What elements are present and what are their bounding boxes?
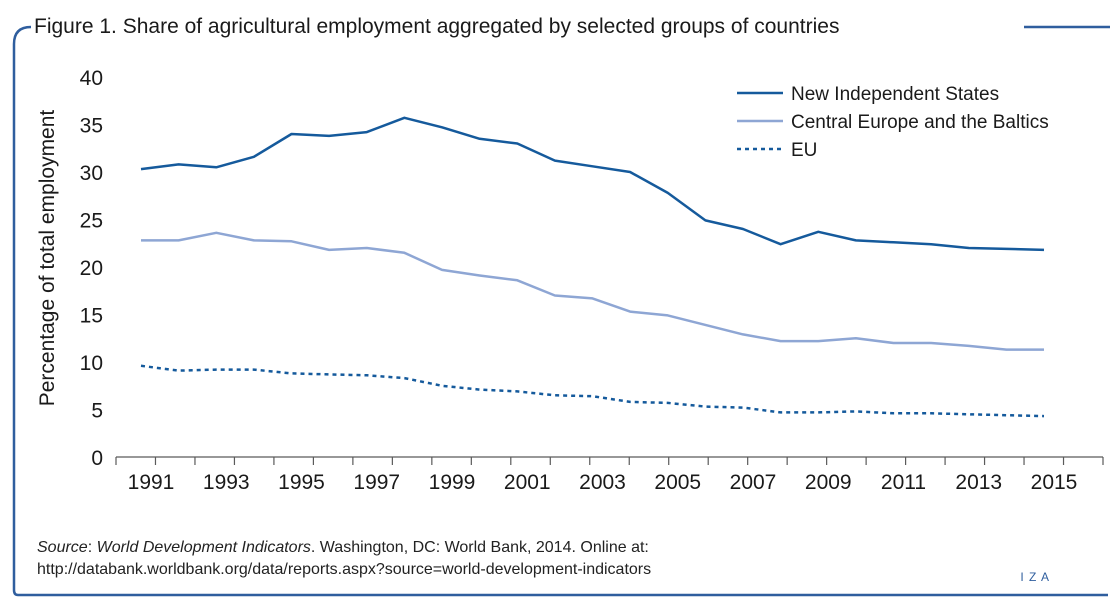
x-tick-label: 2001 <box>504 471 551 494</box>
x-axis: 1991 1993 1995 1997 1999 2001 2003 2005 2007 2009… <box>115 456 1104 494</box>
source-rest: . Washington, DC: World Bank, 2014. Onli… <box>310 539 649 556</box>
y-tick-label: 0 <box>91 447 103 470</box>
x-tick-label: 2003 <box>579 471 626 494</box>
x-tick-label: 1993 <box>203 471 250 494</box>
x-tick-label: 1991 <box>128 471 175 494</box>
x-tick-label: 2013 <box>955 471 1002 494</box>
series-line-3 <box>140 364 1045 418</box>
y-tick-label: 20 <box>80 257 103 280</box>
y-axis-ticks: 0 5 10 15 20 25 30 35 40 <box>80 67 103 470</box>
x-tick-label: 2015 <box>1031 471 1078 494</box>
x-tick-label: 1995 <box>278 471 325 494</box>
series-line-1 <box>140 116 1045 252</box>
source-note: Source: World Development Indicators. Wa… <box>37 537 651 581</box>
y-tick-label: 25 <box>80 210 103 233</box>
y-tick-label: 35 <box>80 115 103 138</box>
y-tick-label: 10 <box>80 352 103 375</box>
y-tick-label: 40 <box>80 67 103 90</box>
x-tick-label: 2005 <box>654 471 701 494</box>
series-line-2 <box>141 231 1044 351</box>
y-tick-label: 5 <box>91 400 103 423</box>
x-tick-label: 1999 <box>429 471 476 494</box>
legend-label: EU <box>791 140 817 161</box>
legend-label: New Independent States <box>791 84 999 105</box>
figure-frame <box>12 25 1110 597</box>
legend-label: Central Europe and the Baltics <box>791 112 1049 133</box>
source-url[interactable]: http://databank.worldbank.org/data/repor… <box>37 561 652 578</box>
legend: New Independent States Central Europe and… <box>737 84 1049 161</box>
iza-logo: I Z A <box>1020 570 1050 584</box>
y-axis-label: Percentage of total employment <box>36 110 59 407</box>
x-tick-label: 2009 <box>805 471 852 494</box>
series-lines <box>140 116 1045 418</box>
y-tick-label: 30 <box>80 162 103 185</box>
y-tick-label: 15 <box>80 305 103 328</box>
source-label: Source <box>37 539 88 556</box>
source-title: World Development Indicators <box>96 539 311 556</box>
figure-title: Figure 1. Share of agricultural employme… <box>34 15 839 38</box>
x-tick-label: 1997 <box>353 471 400 494</box>
source-sep: : <box>87 539 97 556</box>
source-line-1: Source: World Development Indicators. Wa… <box>37 537 651 559</box>
x-tick-label: 2007 <box>730 471 777 494</box>
x-tick-label: 2011 <box>881 471 926 494</box>
